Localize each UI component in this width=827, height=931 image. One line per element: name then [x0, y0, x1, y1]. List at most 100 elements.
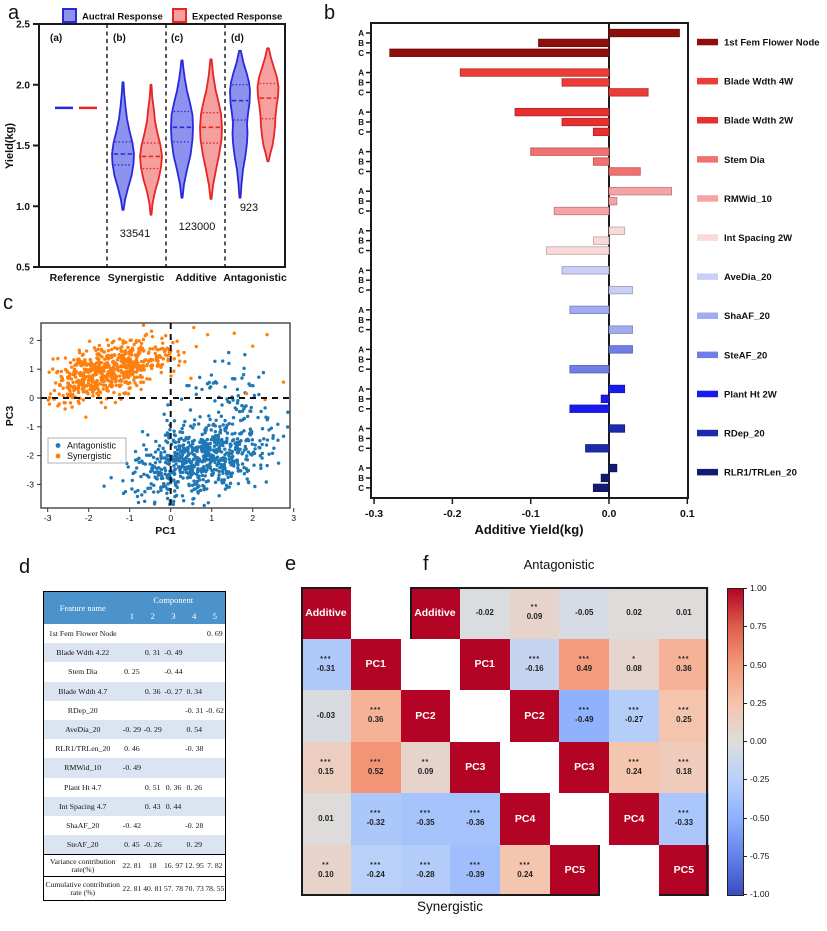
table-stat-row: Cumulative contribution rate (%) 22. 81 40… [43, 876, 226, 901]
colorbar-tick-label: -0.75 [750, 850, 770, 861]
svg-text:C: C [358, 128, 364, 137]
panel-d-label: d [19, 556, 31, 578]
colorbar-tick-mark [743, 588, 747, 589]
diag-cell: PC4 [500, 793, 550, 845]
diag-cell: PC5 [659, 844, 709, 896]
svg-text:A: A [358, 425, 364, 434]
svg-text:(c): (c) [171, 33, 183, 44]
corr-cell: * 0.08 [609, 638, 659, 690]
svg-text:Plant Ht 2W: Plant Ht 2W [724, 389, 777, 400]
svg-text:C: C [358, 484, 364, 493]
matrix-frame [706, 587, 708, 896]
svg-text:C: C [358, 49, 364, 58]
svg-text:B: B [358, 237, 364, 246]
svg-text:B: B [358, 197, 364, 206]
svg-text:B: B [358, 474, 364, 483]
matrix-frame [410, 587, 708, 589]
svg-text:Additive: Additive [175, 272, 217, 284]
svg-text:A: A [358, 29, 364, 38]
diag-cell: PC2 [509, 690, 560, 742]
svg-text:A: A [358, 306, 364, 315]
component-col-header: 3 [163, 607, 184, 624]
svg-text:1.0: 1.0 [16, 202, 30, 213]
corr-cell: -0.02 [459, 587, 510, 639]
svg-text:-0.3: -0.3 [365, 508, 383, 520]
corr-cell: *** 0.36 [350, 690, 401, 742]
matrix-frame [659, 894, 709, 896]
svg-text:PC1: PC1 [155, 525, 176, 537]
corr-cell: *** 0.52 [350, 741, 401, 793]
feature-name-header: Feature name [43, 591, 122, 624]
svg-text:2: 2 [29, 335, 34, 345]
svg-text:0.0: 0.0 [602, 508, 617, 520]
svg-text:RDep_20: RDep_20 [724, 429, 765, 440]
matrix-frame [410, 587, 412, 639]
corr-cell: 0.01 [659, 587, 709, 639]
svg-text:1: 1 [209, 513, 214, 523]
diag-cell: PC1 [459, 638, 510, 690]
svg-text:0.1: 0.1 [680, 508, 695, 520]
diag-cell: Additive [301, 587, 351, 639]
corr-cell: *** -0.24 [350, 844, 401, 896]
svg-text:C: C [358, 405, 364, 414]
svg-text:AveDia_20: AveDia_20 [724, 272, 772, 283]
svg-text:-2: -2 [85, 513, 93, 523]
corr-cell: *** -0.49 [559, 690, 610, 742]
corr-cell: *** -0.33 [659, 793, 709, 845]
matrix-frame [301, 894, 600, 896]
component-header: Component [121, 591, 226, 607]
svg-text:PC3: PC3 [4, 406, 16, 427]
svg-text:A: A [358, 148, 364, 157]
svg-text:-3: -3 [26, 479, 34, 489]
svg-text:1: 1 [29, 364, 34, 374]
svg-text:0: 0 [168, 513, 173, 523]
svg-text:1st Fem Flower Node: 1st Fem Flower Node [724, 38, 820, 49]
table-row: SteAF_20 0. 45 -0. 26 0. 29 [43, 835, 226, 855]
diag-cell: PC5 [550, 844, 600, 896]
svg-text:C: C [358, 365, 364, 374]
colorbar-tick-mark [743, 779, 747, 781]
corr-cell: *** -0.31 [301, 638, 351, 690]
component-table: Feature name Component 1 2 3 4 5 1st Fem Flower… [43, 591, 226, 902]
synergistic-title: Synergistic [416, 899, 484, 914]
svg-text:-3: -3 [44, 513, 52, 523]
svg-text:Synergistic: Synergistic [67, 451, 112, 461]
matrix-frame [598, 844, 600, 896]
svg-text:Blade Wdth 4W: Blade Wdth 4W [724, 77, 793, 88]
colorbar-tick-label: 0.25 [750, 697, 767, 708]
svg-text:B: B [358, 158, 364, 167]
colorbar [727, 588, 744, 896]
panel-a-label: a [8, 2, 20, 24]
corr-cell: *** -0.39 [450, 844, 501, 896]
svg-text:SteAF_20: SteAF_20 [724, 350, 767, 361]
svg-text:-0.1: -0.1 [522, 508, 540, 520]
colorbar-tick-mark [743, 855, 747, 857]
svg-text:Auctral Response: Auctral Response [82, 12, 163, 23]
colorbar-tick-mark [743, 741, 747, 742]
colorbar-tick-label: 1.00 [750, 583, 767, 593]
corr-cell: -0.05 [559, 587, 610, 639]
colorbar-tick-mark [743, 626, 747, 628]
table-row: RDep_20 -0. 31 -0. 62 [67, 705, 224, 715]
colorbar-tick-label: 0.00 [750, 736, 767, 746]
svg-text:C: C [358, 444, 364, 453]
svg-text:0: 0 [29, 393, 34, 403]
svg-text:(d): (d) [231, 33, 244, 44]
panel-e-label: e [285, 553, 297, 575]
svg-text:B: B [358, 78, 364, 87]
table-row: Blade Wdth 4.7 0. 36 -0. 27 0. 34 [43, 681, 226, 701]
svg-text:Antagonistic: Antagonistic [67, 441, 117, 451]
pca-scatter-chart: -3 -2 -1 0 1 2 3 2 1 0 -1 -2 -3 PC1 PC3 AntagonisticSyn… [4, 322, 296, 537]
panel-b-label: b [324, 2, 336, 24]
svg-text:B: B [358, 355, 364, 364]
colorbar-tick-mark [743, 894, 747, 895]
corr-cell: *** -0.35 [400, 793, 451, 845]
svg-text:1.5: 1.5 [16, 141, 30, 152]
colorbar-tick-label: 0.50 [750, 659, 767, 670]
colorbar-tick-mark [743, 817, 747, 819]
svg-text:C: C [358, 167, 364, 176]
diag-cell: PC3 [450, 741, 501, 793]
colorbar-tick-label: -1.00 [750, 889, 770, 899]
corr-cell: *** -0.16 [509, 638, 560, 690]
